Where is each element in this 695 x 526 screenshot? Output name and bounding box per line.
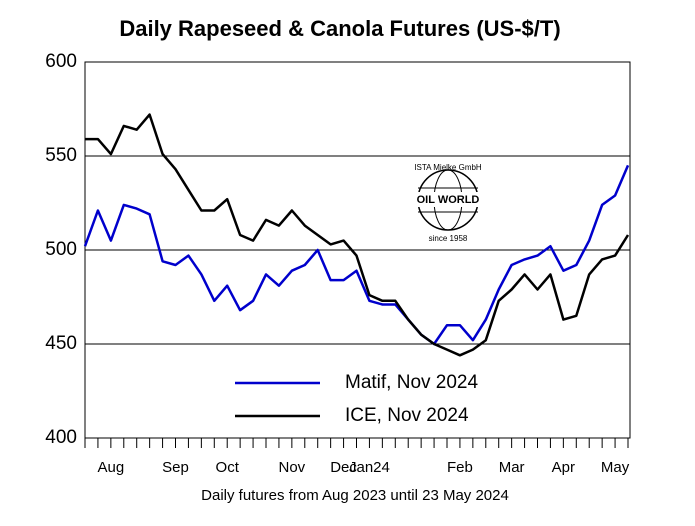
x-tick-label: Mar: [499, 459, 525, 476]
x-tick-label: Apr: [552, 459, 575, 476]
logo-bottom: since 1958: [429, 234, 468, 243]
x-tick-label: May: [601, 459, 630, 476]
y-tick-label: 400: [45, 427, 77, 448]
y-tick-label: 500: [45, 239, 77, 260]
y-tick-label: 600: [45, 51, 77, 72]
x-axis-label: Daily futures from Aug 2023 until 23 May…: [201, 487, 509, 504]
x-tick-label: Oct: [216, 459, 240, 476]
x-tick-label: Feb: [447, 459, 473, 476]
legend-label: Matif, Nov 2024: [345, 372, 478, 393]
x-tick-label: Jan24: [349, 459, 390, 476]
chart-title: Daily Rapeseed & Canola Futures (US-$/T): [119, 16, 560, 41]
logo-band: [415, 192, 481, 207]
x-tick-label: Nov: [279, 459, 306, 476]
series-line: [83, 164, 630, 346]
logo: OIL WORLD ISTA Mielke GmbH since 1958: [414, 163, 482, 243]
logo-top: ISTA Mielke GmbH: [414, 163, 482, 172]
x-tick-label: Aug: [98, 459, 125, 476]
logo-name: OIL WORLD: [417, 194, 480, 206]
legend-label: ICE, Nov 2024: [345, 405, 469, 426]
y-tick-label: 550: [45, 145, 77, 166]
x-tick-label: Dec: [330, 459, 357, 476]
series-line: [85, 113, 630, 357]
x-tick-label: Sep: [162, 459, 189, 476]
y-tick-label: 450: [45, 333, 77, 354]
